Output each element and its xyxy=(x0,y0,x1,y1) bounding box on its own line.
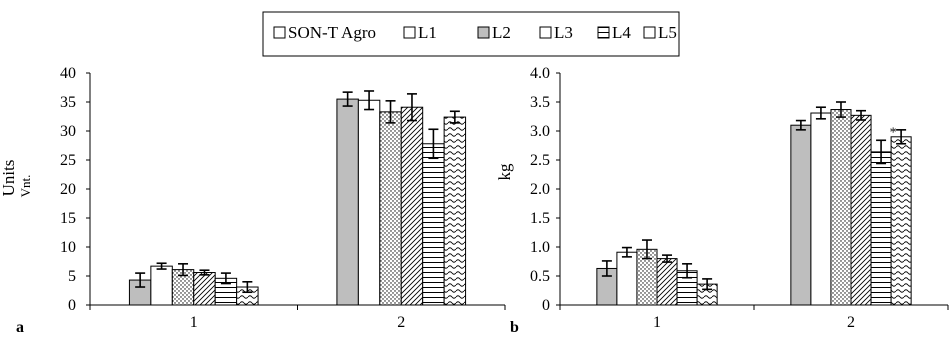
y-tick-label: 0 xyxy=(68,297,76,314)
bar xyxy=(871,152,891,305)
legend-swatch-5 xyxy=(644,27,655,38)
bar xyxy=(423,144,444,305)
y-tick-label: 0 xyxy=(542,297,550,314)
bar xyxy=(851,115,871,305)
bar xyxy=(891,137,911,305)
legend-swatch-1 xyxy=(404,27,415,38)
y-axis-label-a: Units xyxy=(0,160,18,197)
y-tick-label: 15 xyxy=(60,210,76,227)
y-tick-label: 40 xyxy=(60,65,76,82)
y-tick-label: 25 xyxy=(60,152,76,169)
annotation: * xyxy=(890,125,897,140)
y-tick-label: 10 xyxy=(60,239,76,256)
chart-panel-a: Units Vnt. a 0 5 10 15 20 25 30 35 40 1 2 xyxy=(0,65,505,336)
bar xyxy=(811,113,831,305)
y-tick-label: 2.5 xyxy=(530,152,550,169)
x-tick-label: 1 xyxy=(190,314,198,331)
y-tick-label: 35 xyxy=(60,94,76,111)
chart-panel-b: kg b 0 0.5 1.0 1.5 2.0 2.5 3.0 3.5 4.0 1 2 * xyxy=(495,65,948,336)
legend-label-0: SON-T Agro xyxy=(288,23,376,42)
y-tick-label: 1.5 xyxy=(530,210,550,227)
y-tick-label: 0.5 xyxy=(530,268,550,285)
legend-label-4: L4 xyxy=(612,23,631,42)
panel-label-a: a xyxy=(16,319,24,336)
legend-label-1: L1 xyxy=(418,23,437,42)
bar xyxy=(337,99,358,305)
x-tick-label: 2 xyxy=(847,314,855,331)
bar xyxy=(831,110,851,305)
legend-swatch-0 xyxy=(274,27,285,38)
x-tick-label: 2 xyxy=(397,314,405,331)
y-tick-label: 30 xyxy=(60,123,76,140)
y-axis-label-b: kg xyxy=(495,163,514,181)
legend-swatch-4 xyxy=(598,27,609,38)
y-tick-label: 20 xyxy=(60,181,76,198)
y-tick-label: 3.5 xyxy=(530,94,550,111)
bar xyxy=(444,117,465,305)
legend-swatch-2 xyxy=(478,27,489,38)
legend-label-3: L3 xyxy=(554,23,573,42)
bar xyxy=(151,266,172,305)
bar xyxy=(617,252,637,305)
bar xyxy=(194,273,215,305)
y-tick-label: 2.0 xyxy=(530,181,550,198)
panel-label-b: b xyxy=(510,319,519,336)
bar xyxy=(657,259,677,305)
legend-label-5: L5 xyxy=(658,23,677,42)
x-tick-label: 1 xyxy=(653,314,661,331)
bar xyxy=(380,112,401,305)
y-tick-label: 4.0 xyxy=(530,65,550,82)
bar xyxy=(358,100,379,305)
legend-swatch-3 xyxy=(540,27,551,38)
y-tick-label: 5 xyxy=(68,268,76,285)
bar xyxy=(791,125,811,305)
y-tick-label: 3.0 xyxy=(530,123,550,140)
y-tick-label: 1.0 xyxy=(530,239,550,256)
y-axis-sublabel-a: Vnt. xyxy=(18,175,33,198)
bar xyxy=(401,107,422,305)
legend-label-2: L2 xyxy=(492,23,511,42)
legend: SON-T Agro L1 L2 L3 L4 L5 xyxy=(263,12,679,56)
